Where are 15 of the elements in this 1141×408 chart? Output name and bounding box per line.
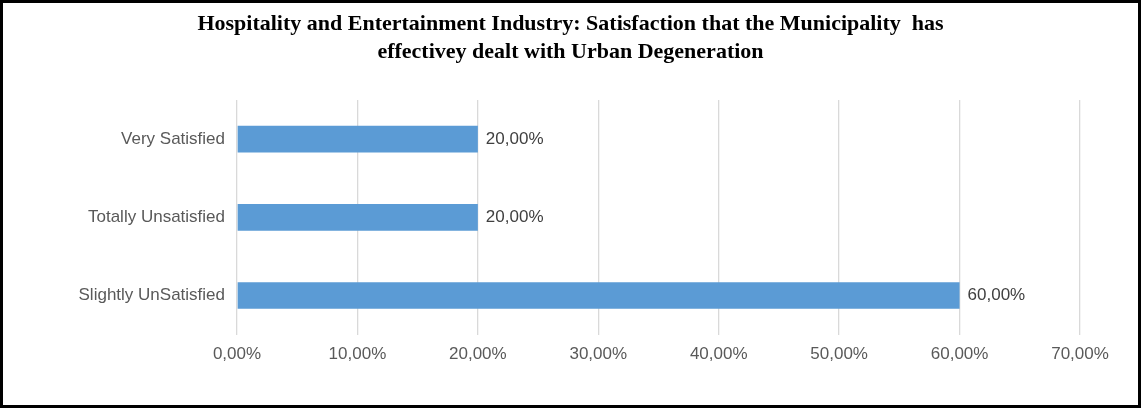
x-tick-label: 20,00% <box>449 344 507 364</box>
x-tick-label: 60,00% <box>930 344 989 364</box>
y-tick-label: Very Satisfied <box>121 128 225 148</box>
y-tick-label: Slightly UnSatisfied <box>78 285 225 305</box>
x-tick-label: 0,00% <box>212 344 262 364</box>
x-tick-label: 10,00% <box>328 344 387 364</box>
data-label: 20,00% <box>485 206 544 226</box>
chart-title: Hospitality and Entertainment Industry: Satisfaction that the Municipality has effectivey dealt with Urban Degeneration <box>196 9 945 65</box>
x-tick-label: 30,00% <box>569 344 628 364</box>
x-tick-label: 50,00% <box>810 344 868 364</box>
x-tick-label: 70,00% <box>1051 344 1109 364</box>
y-tick-label: Totally Unsatisfied <box>87 206 225 226</box>
x-tick-label: 40,00% <box>689 344 748 364</box>
data-label: 60,00% <box>967 285 1026 305</box>
data-label: 20,00% <box>485 128 544 148</box>
